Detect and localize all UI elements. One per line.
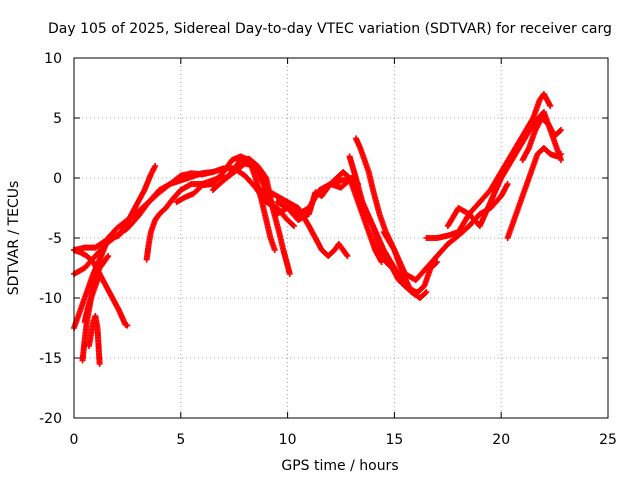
x-tick-label: 10 <box>279 432 297 448</box>
tick-layer: 0 5 10 15 20 25 -20 -15 -10 -5 0 5 10 <box>39 51 617 448</box>
data-point <box>558 157 565 163</box>
x-tick-label: 0 <box>70 432 79 448</box>
y-tick-label: 10 <box>44 51 62 67</box>
data-series-arc-4 <box>81 271 103 325</box>
x-tick-label: 5 <box>176 432 185 448</box>
data-point <box>124 322 131 329</box>
y-tick-label: -15 <box>39 351 62 367</box>
data-point <box>286 271 293 277</box>
y-tick-label: 0 <box>53 171 62 187</box>
data-series-arc-7 <box>143 172 227 263</box>
y-tick-label: -10 <box>39 291 62 307</box>
data-series-arc-17 <box>380 181 511 283</box>
grid-layer <box>74 58 608 418</box>
x-axis-label: GPS time / hours <box>281 458 398 474</box>
data-point <box>344 253 351 259</box>
data-series-arc-5 <box>85 313 103 367</box>
y-tick-label: -5 <box>48 231 62 247</box>
data-point <box>558 127 565 133</box>
data-point <box>422 290 429 296</box>
data-series-arc-19 <box>444 109 565 229</box>
data-point <box>271 247 278 253</box>
data-point <box>558 151 565 157</box>
data-point <box>504 181 511 187</box>
data-series-arc-21 <box>519 115 565 163</box>
data-point <box>423 289 430 295</box>
data-point <box>96 361 103 367</box>
chart-title: Day 105 of 2025, Sidereal Day-to-day VTE… <box>48 21 612 37</box>
data-point <box>105 253 112 259</box>
data-point <box>291 223 298 229</box>
x-tick-label: 20 <box>492 432 510 448</box>
data-point <box>152 163 159 169</box>
y-axis-label: SDTVAR / TECUs <box>6 181 22 296</box>
data-series-arc-12 <box>252 175 362 217</box>
y-tick-label: -20 <box>39 411 62 427</box>
y-tick-label: 5 <box>53 111 62 127</box>
data-series-arc-14 <box>327 169 385 265</box>
data-point <box>556 128 563 134</box>
data-point <box>547 103 554 109</box>
data-point <box>289 222 296 228</box>
data-layer <box>71 91 565 367</box>
x-tick-label: 25 <box>599 432 617 448</box>
x-tick-label: 15 <box>385 432 403 448</box>
data-series-arc-15 <box>346 153 441 295</box>
data-point <box>96 271 103 277</box>
data-series-arc-20 <box>504 145 565 241</box>
